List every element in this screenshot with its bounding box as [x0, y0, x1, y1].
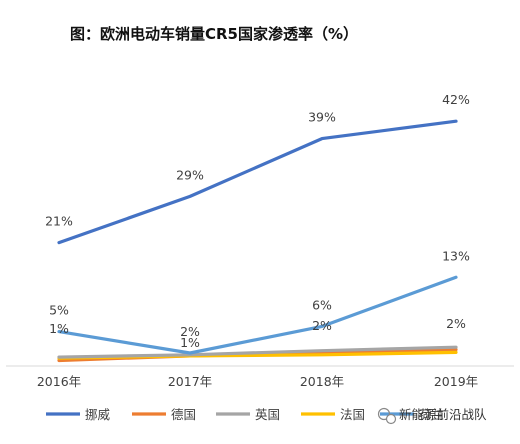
data-label-s4-p1: 2% [180, 324, 200, 339]
x-tick-label-2: 2018年 [300, 374, 344, 389]
x-tick-label-0: 2016年 [37, 374, 81, 389]
data-label-s0-p1: 29% [176, 167, 204, 182]
series-line-4 [57, 275, 458, 355]
wechat-icon [377, 407, 397, 425]
legend: 挪威 德国 英国 法国 荷兰 [46, 407, 444, 422]
series-line-2 [57, 345, 458, 359]
data-label-s2-p3: 2% [446, 316, 466, 331]
data-label-s2-p0: 1% [49, 321, 69, 336]
series-lines [57, 119, 458, 363]
legend-label-1: 德国 [171, 407, 196, 422]
legend-label-0: 挪威 [85, 407, 111, 422]
x-axis-ticks: 2016年 2017年 2018年 2019年 [37, 374, 478, 389]
data-label-s0-p0: 21% [45, 214, 73, 229]
data-label-s0-p3: 42% [442, 92, 470, 107]
x-tick-label-3: 2019年 [434, 374, 478, 389]
data-label-s4-p2: 6% [312, 297, 332, 312]
data-label-s2-p2: 2% [312, 318, 332, 333]
series-line-0 [57, 119, 458, 245]
data-label-s4-p0: 5% [49, 303, 69, 318]
legend-label-3: 法国 [340, 407, 365, 422]
data-label-s0-p2: 39% [308, 110, 336, 125]
chart-title: 图：欧洲电动车销量CR5国家渗透率（%） [70, 25, 358, 43]
watermark: 新能源前沿战队 [377, 407, 487, 425]
data-label-s4-p3: 13% [442, 248, 470, 263]
data-labels: 21%29%39%42%1%1%2% 2%5%2%6%13% [45, 92, 470, 350]
data-label-s2-p1: 1% [180, 335, 200, 350]
x-tick-label-1: 2017年 [168, 374, 212, 389]
watermark-text: 新能源前沿战队 [399, 407, 487, 422]
legend-label-4: 荷兰 [419, 407, 444, 422]
legend-label-2: 英国 [255, 407, 280, 422]
